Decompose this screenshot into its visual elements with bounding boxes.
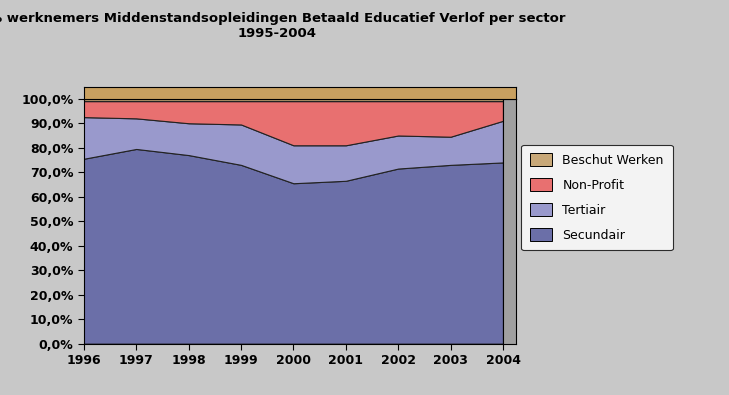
Text: % werknemers Middenstandsopleidingen Betaald Educatief Verlof per sector
1995-20: % werknemers Middenstandsopleidingen Bet…	[0, 12, 565, 40]
Legend: Beschut Werken, Non-Profit, Tertiair, Secundair: Beschut Werken, Non-Profit, Tertiair, Se…	[521, 145, 673, 250]
